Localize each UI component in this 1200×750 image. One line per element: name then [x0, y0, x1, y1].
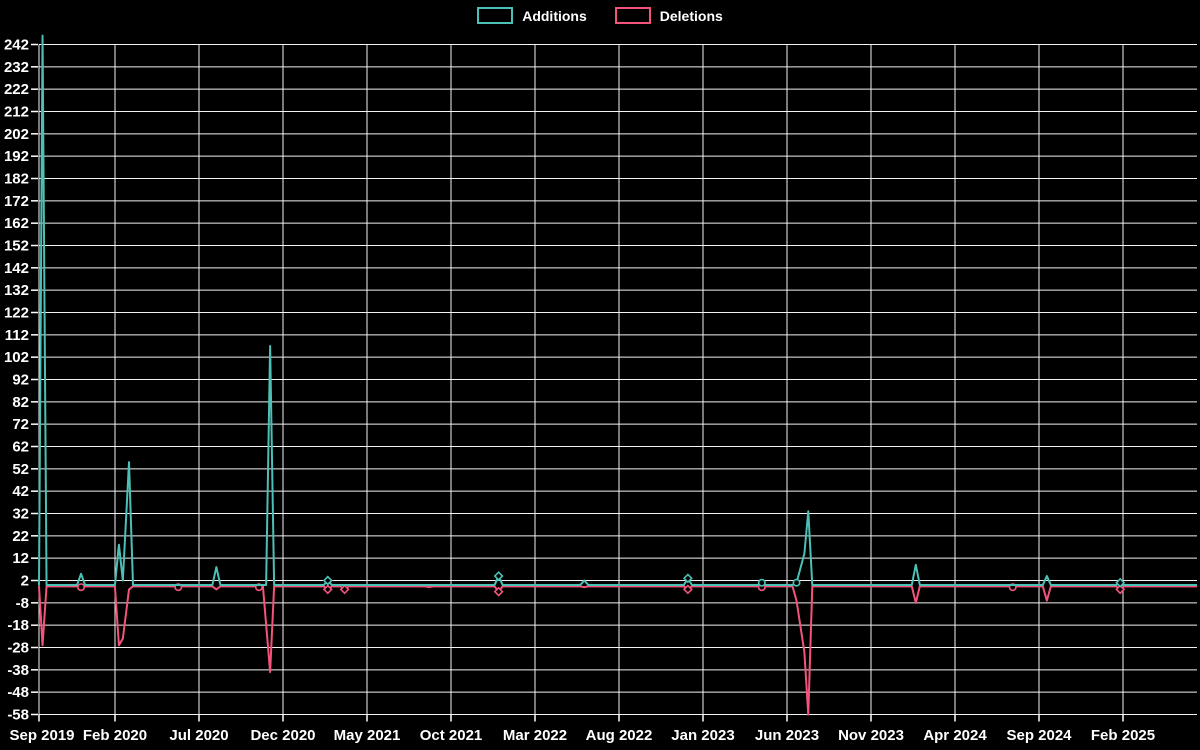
y-tick-label: -18: [7, 617, 29, 634]
x-tick-label: Oct 2021: [420, 727, 483, 744]
y-tick-label: 132: [4, 282, 29, 299]
y-tick-label: 172: [4, 193, 29, 210]
y-tick-label: 32: [12, 506, 29, 523]
y-tick-label: 72: [12, 416, 29, 433]
y-tick-label: 122: [4, 305, 29, 322]
additions-markers: [322, 571, 1126, 588]
x-tick-label: Aug 2022: [586, 727, 653, 744]
y-tick-label: 42: [12, 483, 29, 500]
chart-legend: Additions Deletions: [0, 7, 1200, 24]
y-tick-label: 12: [12, 550, 29, 567]
deletions-diamond-marker-icon: [322, 584, 333, 595]
legend-label-deletions: Deletions: [659, 7, 723, 24]
additions-diamond-marker-icon: [682, 573, 693, 584]
additions-diamond-marker-icon: [1115, 577, 1126, 588]
deletions-circle-marker-icon: [77, 583, 86, 592]
x-tick-label: Sep 2019: [9, 727, 74, 744]
grid: 2422322222122021921821721621521421321221…: [4, 37, 1197, 744]
x-tick-label: Nov 2023: [838, 727, 904, 744]
y-tick-label: 212: [4, 104, 29, 121]
x-tick-label: Mar 2022: [503, 727, 567, 744]
y-tick-label: 52: [12, 461, 29, 478]
deletions-markers: [77, 583, 1126, 597]
legend-label-additions: Additions: [522, 7, 587, 24]
y-tick-label: 182: [4, 171, 29, 188]
additions-circle-marker-icon: [792, 578, 801, 587]
x-tick-label: Sep 2024: [1006, 727, 1072, 744]
deletions-diamond-marker-icon: [339, 584, 350, 595]
legend-swatch-additions-icon: [477, 7, 514, 24]
deletions-diamond-marker-icon: [1115, 584, 1126, 595]
x-tick-label: Feb 2025: [1091, 727, 1155, 744]
deletions-path: [38, 585, 1197, 716]
y-tick-label: 82: [12, 394, 29, 411]
y-tick-label: 242: [4, 37, 29, 54]
additions-line: [38, 34, 1197, 586]
x-tick-label: Jun 2023: [755, 727, 819, 744]
additions-diamond-marker-icon: [493, 571, 504, 581]
y-tick-label: 162: [4, 215, 29, 232]
y-tick-label: 222: [4, 81, 29, 98]
legend-item-additions[interactable]: Additions: [477, 7, 587, 24]
x-tick-label: Dec 2020: [250, 727, 315, 744]
y-tick-label: -8: [16, 595, 29, 612]
legend-item-deletions[interactable]: Deletions: [614, 7, 723, 24]
y-tick-label: 92: [12, 372, 29, 389]
y-tick-label: 2: [21, 573, 29, 590]
x-tick-label: Feb 2020: [83, 727, 147, 744]
deletions-line: [38, 585, 1197, 716]
additions-path: [38, 34, 1197, 586]
deletions-diamond-marker-icon: [493, 586, 504, 597]
y-tick-label: -48: [7, 684, 29, 701]
y-tick-label: -58: [7, 707, 29, 724]
x-tick-label: Apr 2024: [923, 727, 987, 744]
x-tick-label: May 2021: [334, 727, 401, 744]
x-tick-label: Jan 2023: [671, 727, 734, 744]
y-tick-label: 102: [4, 349, 29, 366]
y-tick-label: -38: [7, 662, 29, 679]
y-tick-label: 142: [4, 260, 29, 277]
deletions-diamond-marker-icon: [682, 584, 693, 595]
y-tick-label: 22: [12, 528, 29, 545]
y-tick-label: 62: [12, 439, 29, 456]
additions-diamond-marker-icon: [322, 575, 333, 586]
x-tick-label: Jul 2020: [169, 727, 228, 744]
additions-circle-marker-icon: [757, 578, 766, 587]
y-tick-label: -28: [7, 640, 29, 657]
y-tick-label: 232: [4, 59, 29, 76]
y-tick-label: 202: [4, 126, 29, 143]
y-tick-label: 192: [4, 148, 29, 165]
y-tick-label: 152: [4, 238, 29, 255]
y-tick-label: 112: [5, 327, 29, 344]
legend-swatch-deletions-icon: [614, 7, 651, 24]
